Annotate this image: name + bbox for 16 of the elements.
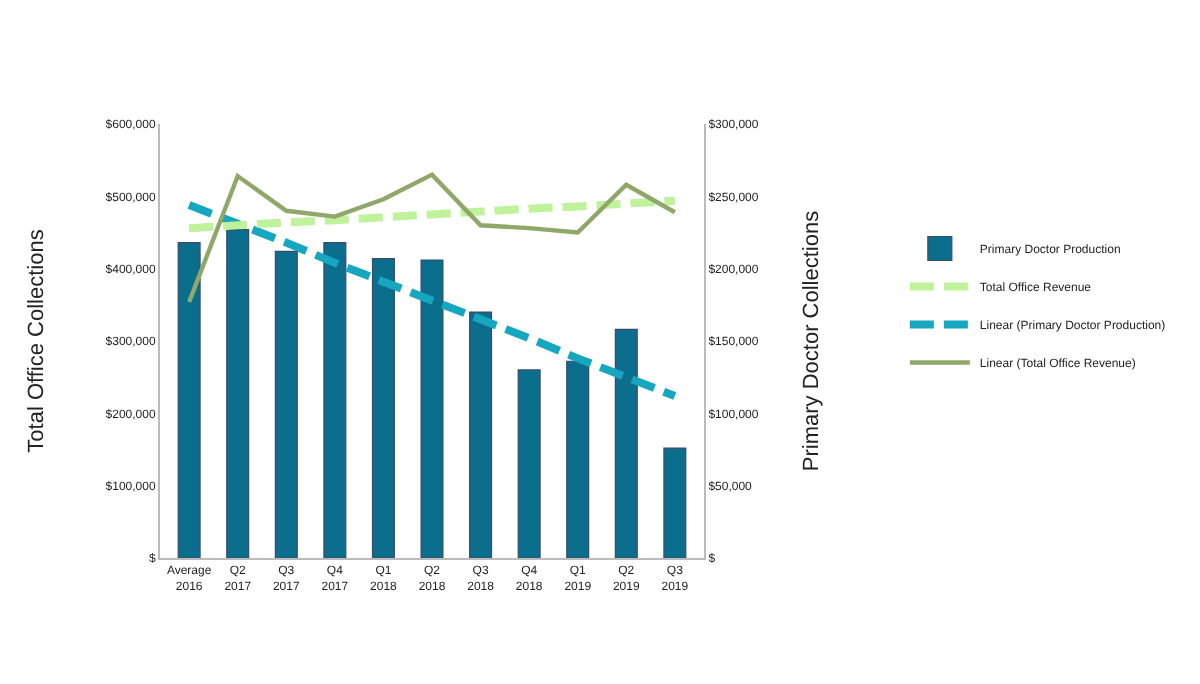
- line-series: [185, 196, 679, 233]
- bar: [566, 360, 590, 558]
- bar: [614, 328, 638, 558]
- bar: [323, 242, 347, 558]
- bar: [274, 250, 298, 558]
- bar: [226, 229, 250, 558]
- bar: [420, 259, 444, 558]
- bar: [663, 447, 687, 558]
- line-series: [185, 201, 679, 400]
- bar: [469, 311, 493, 558]
- bar: [177, 242, 201, 558]
- bar: [517, 369, 541, 558]
- bar: [371, 257, 395, 558]
- y-axis-title: Total Office Collections: [24, 228, 49, 453]
- y2-axis-title: Primary Doctor Collections: [800, 209, 825, 472]
- line-series: [186, 172, 678, 305]
